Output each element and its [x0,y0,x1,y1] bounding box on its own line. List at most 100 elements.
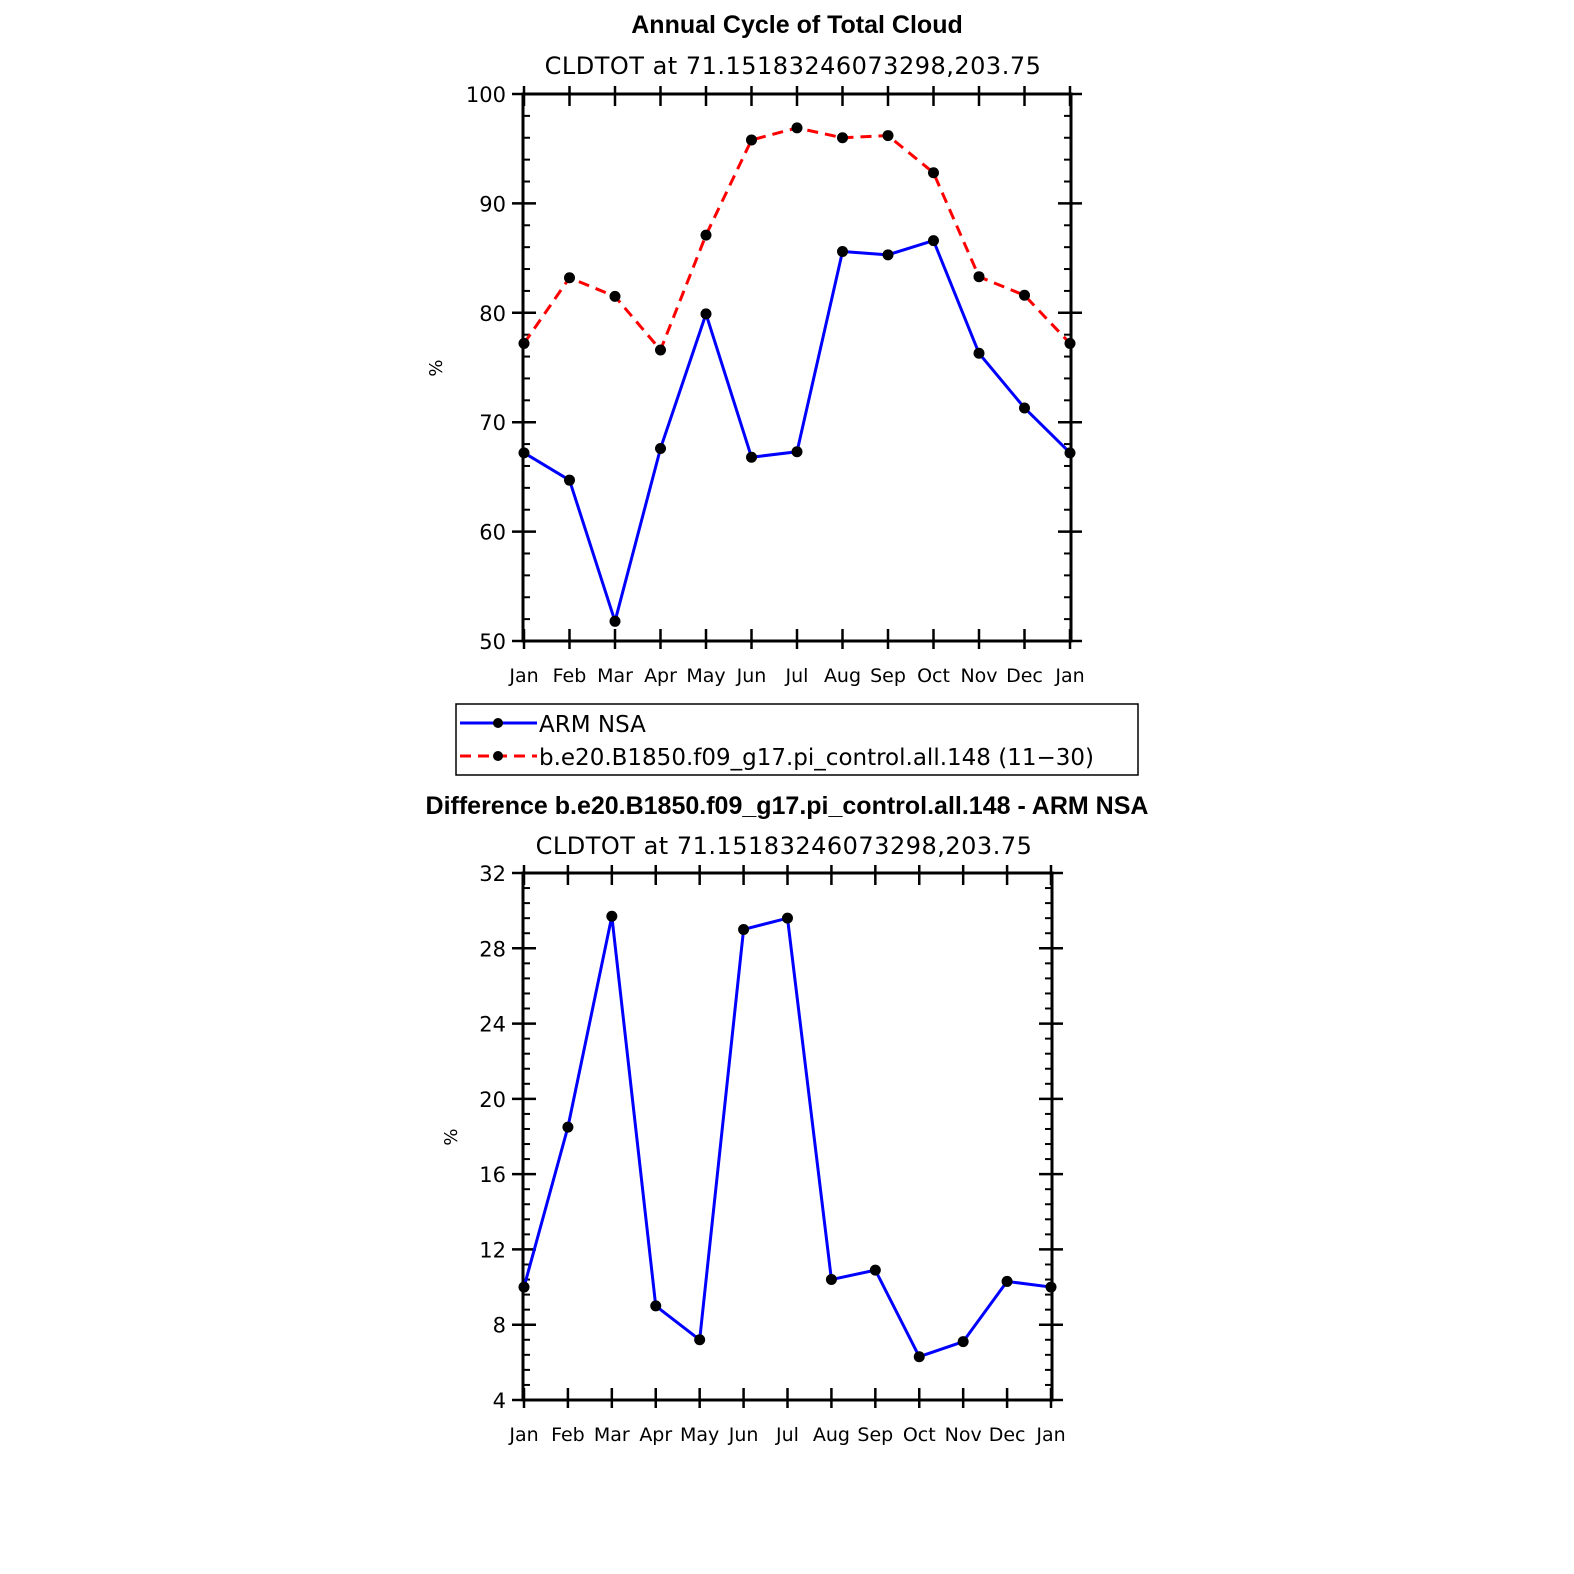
data-point-b-e20-b1850--may-4 [700,229,712,241]
data-point-b-e20-b1850--jun-5 [746,134,757,146]
x-tick-label-dec: Dec [989,1424,1026,1446]
x-tick-label-mar: Mar [597,665,633,687]
x-tick-label-apr: Apr [639,1424,672,1446]
y-tick-label: 100 [466,83,506,107]
data-point-b-e20-b1850--dec-11 [1019,289,1030,301]
x-tick-label-aug: Aug [824,665,861,687]
data-point-difference-aug-7 [825,1274,837,1286]
y-tick-label: 80 [479,302,506,326]
y-tick-labels: 50 60 70 80 90 100 [466,83,506,654]
data-point-arm-nsa-feb-1 [564,474,575,486]
y-tick-label: 24 [479,1013,506,1037]
x-tick-label-dec: Dec [1006,665,1043,687]
data-point-difference-sep-8 [869,1264,881,1276]
data-point-difference-may-4 [694,1334,706,1346]
x-tick-label-nov: Nov [960,665,997,687]
data-point-difference-jun-5 [738,923,750,935]
series-group [518,122,1076,627]
y-tick-label: 20 [479,1088,506,1112]
y-tick-label: 70 [479,411,506,435]
data-point-arm-nsa-may-4 [700,308,712,320]
x-tick-label-jul: Jul [775,1424,799,1446]
axis-ticks [512,865,1063,1408]
x-tick-label-nov: Nov [945,1424,982,1446]
x-tick-labels: Jan Feb Mar Apr May Jun Jul Aug Sep Oct Nov Dec Jan [508,665,1084,687]
y-tick-label: 50 [479,630,506,654]
x-tick-label-sep: Sep [870,665,906,687]
annual-cycle-chart: Annual Cycle of Total Cloud CLDTOT at 71… [426,11,1139,776]
x-tick-label-jan: Jan [508,665,538,687]
plot-frame [521,92,1073,643]
y-axis-label: % [426,359,447,376]
x-tick-label-feb: Feb [553,665,587,687]
data-point-b-e20-b1850--mar-2 [609,290,621,302]
y-tick-label: 32 [479,862,506,886]
plot-frame [521,871,1054,1402]
x-tick-label-aug: Aug [813,1424,850,1446]
data-point-b-e20-b1850--jul-6 [791,122,803,134]
data-point-b-e20-b1850--aug-7 [837,132,848,144]
data-point-b-e20-b1850--apr-3 [655,344,666,356]
data-point-arm-nsa-aug-7 [837,246,848,258]
data-point-difference-apr-3 [650,1300,662,1312]
chart-title: Annual Cycle of Total Cloud [631,11,962,39]
series-group [518,910,1057,1363]
x-tick-label-mar: Mar [594,1424,630,1446]
data-point-b-e20-b1850--feb-1 [564,272,575,284]
series-line-arm-nsa [523,239,1072,623]
y-tick-label: 4 [493,1389,506,1413]
x-tick-label-jun: Jun [736,665,767,687]
data-point-arm-nsa-jul-6 [791,446,803,458]
series-line-b-e20-b1850-f09-g17-pi-c [522,126,1072,352]
data-point-b-e20-b1850--jan-0 [518,337,530,349]
y-tick-label: 28 [479,937,506,961]
legend-box [455,703,1139,776]
y-axis-label: % [441,1128,462,1145]
data-point-arm-nsa-jun-5 [746,451,757,463]
x-tick-label-jul: Jul [785,665,809,687]
data-point-arm-nsa-oct-9 [928,235,939,247]
chart-subtitle: CLDTOT at 71.15183246073298,203.75 [536,832,1033,860]
data-point-difference-dec-11 [1001,1275,1013,1287]
x-tick-label-oct: Oct [917,665,950,687]
y-tick-label: 60 [479,521,506,545]
chart-subtitle: CLDTOT at 71.15183246073298,203.75 [545,52,1042,80]
data-point-arm-nsa-jan-12 [1064,447,1076,459]
data-point-arm-nsa-nov-10 [973,347,985,359]
data-point-difference-oct-9 [913,1351,925,1363]
data-point-b-e20-b1850--nov-10 [973,271,985,283]
data-point-b-e20-b1850--oct-9 [928,167,939,179]
data-point-difference-nov-10 [957,1336,969,1348]
data-point-b-e20-b1850--sep-8 [882,130,894,142]
x-tick-label-may: May [680,1424,719,1446]
x-tick-label-jun: Jun [728,1424,759,1446]
data-point-b-e20-b1850--jan-12 [1064,337,1076,349]
x-tick-label-jan: Jan [1054,665,1084,687]
data-point-arm-nsa-apr-3 [655,442,666,454]
x-tick-label-oct: Oct [903,1424,936,1446]
x-tick-labels: Jan Feb Mar Apr May Jun Jul Aug Sep Oct Nov Dec Jan [508,1424,1065,1446]
data-point-difference-jan-0 [518,1281,530,1293]
y-tick-label: 12 [479,1238,506,1262]
y-tick-label: 16 [479,1163,506,1187]
x-tick-label-may: May [686,665,725,687]
data-point-arm-nsa-jan-0 [518,447,530,459]
y-tick-label: 90 [479,192,506,216]
x-tick-label-apr: Apr [644,665,677,687]
x-tick-label-sep: Sep [857,1424,893,1446]
legend-marker-model [493,751,503,761]
axis-ticks [512,86,1082,649]
data-point-arm-nsa-mar-2 [609,615,621,627]
data-point-arm-nsa-dec-11 [1019,402,1030,414]
data-point-difference-mar-2 [606,910,618,922]
data-point-difference-feb-1 [562,1121,574,1133]
data-point-difference-jul-6 [782,912,793,924]
difference-chart: Difference b.e20.B1850.f09_g17.pi_contro… [426,792,1149,1446]
legend: ARM NSA b.e20.B1850.f09_g17.pi_control.a… [455,703,1139,776]
legend-label-model: b.e20.B1850.f09_g17.pi_control.all.148 (… [539,745,1094,771]
series-line-difference [522,914,1052,1359]
legend-marker-arm-nsa [493,718,503,728]
legend-label-arm-nsa: ARM NSA [539,712,646,738]
x-tick-label-jan: Jan [1035,1424,1065,1446]
